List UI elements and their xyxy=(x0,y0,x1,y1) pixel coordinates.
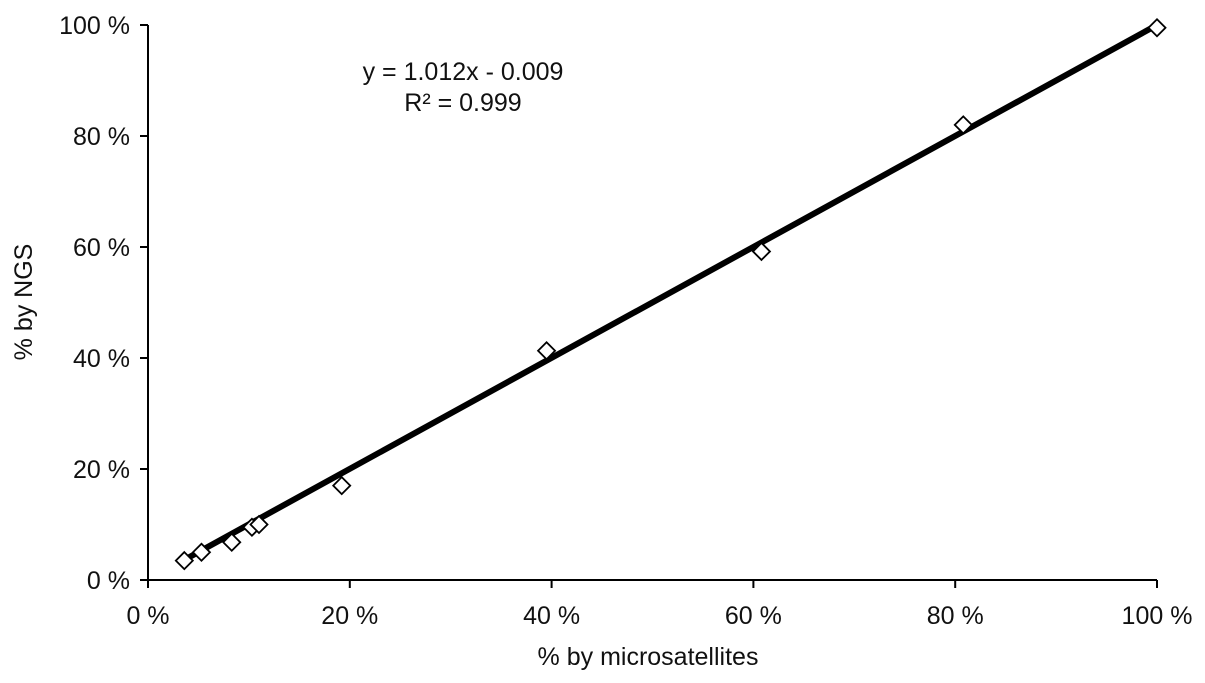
data-point xyxy=(953,115,974,135)
y-axis-title: % by NGS xyxy=(10,244,38,361)
y-tick-label: 60 % xyxy=(73,234,130,262)
trendline-equation: y = 1.012x - 0.009 xyxy=(363,58,564,86)
y-tick-label: 20 % xyxy=(73,456,130,484)
data-point xyxy=(174,550,195,571)
y-tick-label: 80 % xyxy=(73,123,130,151)
y-tick-label: 40 % xyxy=(73,345,130,373)
data-point xyxy=(536,341,557,361)
x-tick-label: 20 % xyxy=(321,602,378,630)
data-point xyxy=(751,241,772,262)
ticks: 0 % 20 % 40 % 60 % 80 % 100 % 0 % 20 % 40 % 60 % 8… xyxy=(59,12,1192,630)
x-tick-label: 60 % xyxy=(725,602,782,630)
x-tick-label: 0 % xyxy=(126,602,169,630)
trendline xyxy=(181,22,1160,563)
data-points xyxy=(174,18,1167,571)
trendline-group xyxy=(181,22,1160,563)
x-tick-label: 80 % xyxy=(927,602,984,630)
y-tick-label: 100 % xyxy=(59,12,130,40)
data-point xyxy=(331,475,352,496)
data-point xyxy=(221,532,242,553)
x-tick-label: 100 % xyxy=(1122,602,1193,630)
axes xyxy=(147,25,1157,581)
r-squared-label: R² = 0.999 xyxy=(404,89,521,117)
data-point xyxy=(191,542,212,563)
data-point xyxy=(1147,18,1167,38)
x-tick-label: 40 % xyxy=(523,602,580,630)
data-point xyxy=(249,514,269,535)
x-axis-title: % by microsatellites xyxy=(538,643,759,671)
y-tick-label: 0 % xyxy=(87,567,130,595)
